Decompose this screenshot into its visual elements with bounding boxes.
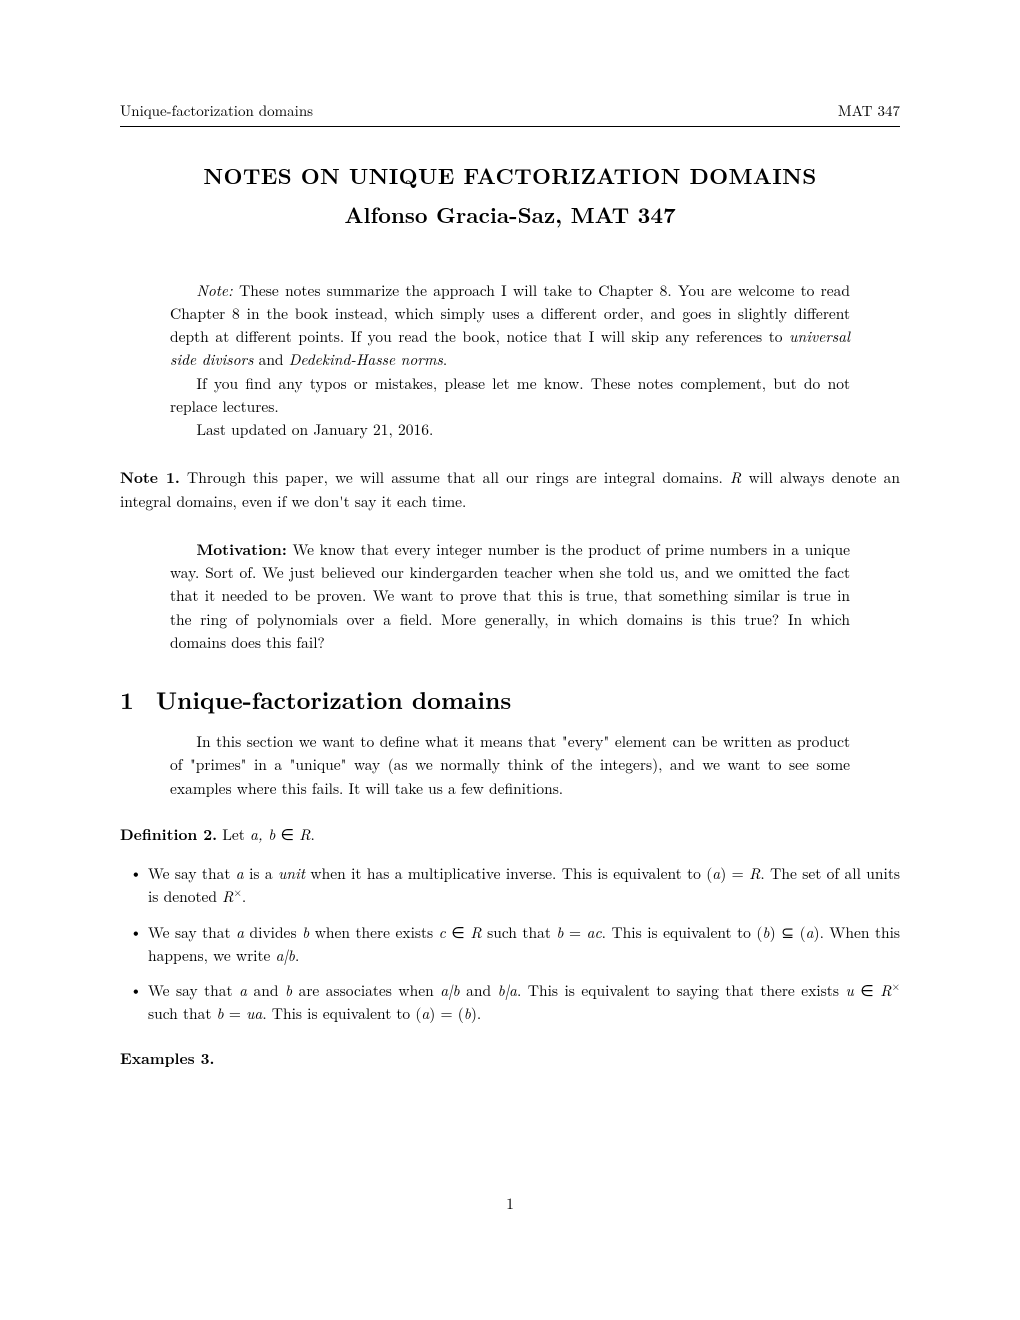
b3-bda: b|a xyxy=(498,980,517,1001)
b2-a2: a xyxy=(806,922,814,943)
b3-b3: b xyxy=(464,1003,471,1024)
document-author: Alfonso Gracia-Saz, MAT 347 xyxy=(120,198,900,231)
b1-t1: We say that xyxy=(148,863,236,884)
b1-times: × xyxy=(233,885,241,900)
b3-t6: ∈ xyxy=(854,980,881,1001)
b3-t11: ). xyxy=(471,1003,481,1024)
b3-t10: ) = ( xyxy=(429,1003,463,1024)
document-title: NOTES ON UNIQUE FACTORIZATION DOMAINS xyxy=(120,159,900,192)
def2-R: R xyxy=(299,824,310,845)
bullet-divides: We say that a divides b when there exist… xyxy=(120,921,900,968)
b3-b2: b xyxy=(217,1003,224,1024)
section-1-heading: 1 Unique-factorization domains xyxy=(120,682,900,718)
section-1-title: Unique-factorization domains xyxy=(156,683,511,717)
header-right: MAT 347 xyxy=(838,100,900,123)
note-1-label: Note 1. xyxy=(120,465,180,488)
b2-a: a xyxy=(236,922,244,943)
section-1-intro-p: In this section we want to define what i… xyxy=(170,730,850,800)
b2-R: R xyxy=(470,922,481,943)
note-label: Note: xyxy=(196,280,232,301)
preface-note: Note: These notes summarize the approach… xyxy=(170,279,850,442)
b3-u: u xyxy=(845,980,853,1001)
b2-c: c xyxy=(439,922,446,943)
b1-unit: unit xyxy=(278,863,305,884)
b3-t8: = xyxy=(224,1003,246,1024)
examples-3: Examples 3. xyxy=(120,1046,900,1070)
header-left: Unique-factorization domains xyxy=(120,100,313,123)
motivation-block: Motivation: We know that every integer n… xyxy=(170,537,850,654)
page-header: Unique-factorization domains MAT 347 xyxy=(120,100,900,127)
b2-adb: a|b xyxy=(276,945,295,966)
preface-mid: and xyxy=(253,349,288,370)
note-1: Note 1. Through this paper, we will assu… xyxy=(120,465,900,513)
preface-p1-body: These notes summarize the approach I wil… xyxy=(170,280,850,348)
b2-b3: b xyxy=(762,922,769,943)
def2-end: . xyxy=(311,824,315,845)
b2-t8: ) ⊆ ( xyxy=(770,922,806,943)
b3-times: × xyxy=(892,979,900,994)
section-1-intro: In this section we want to define what i… xyxy=(170,730,850,800)
b2-t2: divides xyxy=(244,922,302,943)
b1-a: a xyxy=(236,863,244,884)
b3-t2: and xyxy=(247,980,285,1001)
b1-t4: ) = xyxy=(720,863,749,884)
examples-3-label: Examples 3. xyxy=(120,1046,215,1069)
b2-t7: . This is equivalent to ( xyxy=(602,922,763,943)
motivation-label: Motivation: xyxy=(196,537,286,560)
b3-ua: ua xyxy=(246,1003,262,1024)
b1-t3: when it has a multiplicative inverse. Th… xyxy=(305,863,712,884)
b3-a: a xyxy=(239,980,247,1001)
b3-t3: are associates when xyxy=(292,980,440,1001)
b2-t4: ∈ xyxy=(446,922,471,943)
b2-t1: We say that xyxy=(148,922,236,943)
b1-t2: is a xyxy=(244,863,278,884)
b2-t3: when there exists xyxy=(309,922,438,943)
definition-2-list: We say that a is a unit when it has a mu… xyxy=(120,862,900,1026)
b2-b2: b xyxy=(556,922,563,943)
b3-t4: and xyxy=(460,980,498,1001)
b1-R: R xyxy=(749,863,760,884)
b2-t5: such that xyxy=(482,922,557,943)
def2-in: ∈ xyxy=(275,824,299,845)
bullet-unit: We say that a is a unit when it has a mu… xyxy=(120,862,900,909)
preface-p1: Note: These notes summarize the approach… xyxy=(170,279,850,372)
b3-t7: such that xyxy=(148,1003,217,1024)
b3-adb: a|b xyxy=(440,980,459,1001)
b3-t1: We say that xyxy=(148,980,239,1001)
b2-ac: ac xyxy=(587,922,602,943)
page-number: 1 xyxy=(120,1192,900,1215)
definition-2-label: Definition 2. xyxy=(120,822,217,845)
section-1-num: 1 xyxy=(120,682,134,718)
b2-t10: . xyxy=(295,945,299,966)
b1-Rx: R xyxy=(222,886,233,907)
def2-ab: a, b xyxy=(250,824,275,845)
definition-2: Definition 2. Let a, b ∈ R. xyxy=(120,822,900,846)
preface-ital2: Dedekind-Hasse norms xyxy=(289,349,443,370)
motivation-p: Motivation: We know that every integer n… xyxy=(170,537,850,654)
b2-t6: = xyxy=(564,922,587,943)
preface-end: . xyxy=(443,349,447,370)
b3-Rx: R xyxy=(880,980,891,1001)
b1-t6: . xyxy=(242,886,246,907)
bullet-associates: We say that a and b are associates when … xyxy=(120,979,900,1026)
b3-t9: . This is equivalent to ( xyxy=(262,1003,421,1024)
b3-t5: . This is equivalent to saying that ther… xyxy=(517,980,845,1001)
def2-a: Let xyxy=(217,824,250,845)
note-1-body-a: Through this paper, we will assume that … xyxy=(180,467,730,488)
preface-p3: Last updated on January 21, 2016. xyxy=(170,418,850,441)
preface-p2: If you find any typos or mistakes, pleas… xyxy=(170,372,850,419)
note-1-R: R xyxy=(730,467,741,488)
